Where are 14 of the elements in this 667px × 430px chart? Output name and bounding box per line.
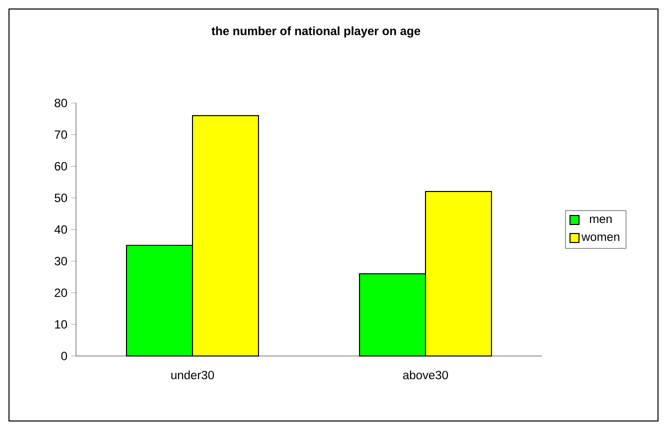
y-tick-label: 70	[54, 130, 68, 139]
y-tick-label: 10	[55, 320, 68, 329]
y-tick-label: 80	[54, 98, 68, 108]
x-tick-label: under30	[171, 370, 214, 380]
chart-title: the number of national player on age	[212, 26, 420, 38]
y-tick-label: 30	[54, 256, 68, 266]
y-tick-label: 20	[54, 288, 68, 297]
y-tick-label: 50	[54, 194, 68, 202]
x-tick-label: above30	[403, 370, 448, 380]
legend-label: men	[590, 216, 612, 224]
y-tick-label: 40	[54, 225, 68, 234]
legend-label: women	[581, 234, 620, 242]
y-tick-label: 60	[54, 162, 68, 170]
y-tick-label: 0	[61, 352, 68, 360]
